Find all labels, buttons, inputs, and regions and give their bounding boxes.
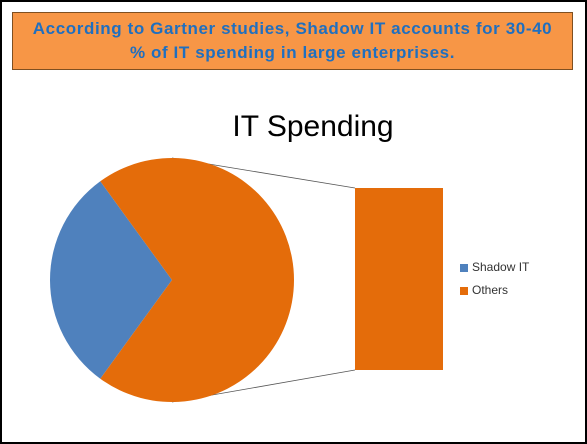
legend-label: Shadow IT — [472, 260, 530, 274]
legend-swatch — [460, 287, 468, 295]
chart-title: IT Spending — [232, 110, 393, 143]
legend-swatch — [460, 264, 468, 272]
legend-label: Others — [472, 283, 508, 297]
pie-slice — [100, 158, 295, 402]
header-text: According to Gartner studies, Shadow IT … — [32, 19, 553, 62]
pie-slice — [49, 181, 173, 379]
header-box: According to Gartner studies, Shadow IT … — [12, 12, 573, 70]
bar-segment — [355, 188, 443, 370]
